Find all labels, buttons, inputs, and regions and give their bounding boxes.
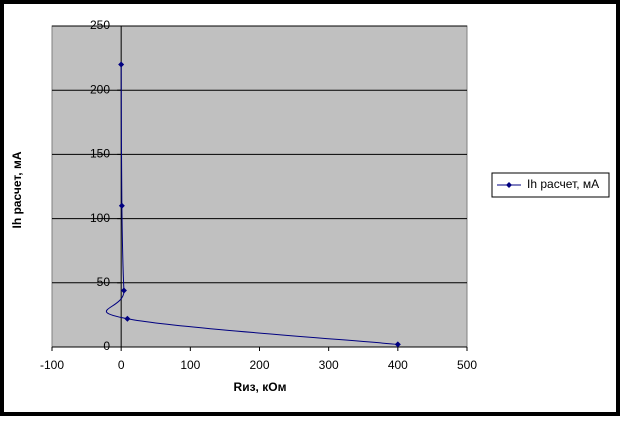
data-point [124,315,131,322]
data-point [118,61,125,68]
legend-marker [506,182,512,188]
y-tick-label: 250 [90,18,110,32]
plot-area [51,25,468,348]
data-point [120,287,127,294]
x-tick-label: 0 [118,358,125,372]
x-tick-label: 200 [249,358,269,372]
y-axis-label: Ih расчет, мА [10,151,24,228]
y-tick-label: 200 [90,82,110,96]
data-point [394,341,401,348]
y-tick-label: 150 [90,147,110,161]
x-tick-label: 500 [457,358,477,372]
series-line [105,64,398,345]
y-tick-label: 100 [90,211,110,225]
legend-label: Ih расчет, мА [527,177,599,191]
x-axis-label: Rиз, кОм [234,380,287,394]
y-tick-label: 0 [103,339,110,353]
x-tick-label: 300 [319,358,339,372]
y-tick-label: 50 [97,275,111,289]
x-tick-label: 400 [388,358,408,372]
data-point [118,202,125,209]
x-tick-label: 100 [180,358,200,372]
x-tick-label: -100 [40,358,64,372]
